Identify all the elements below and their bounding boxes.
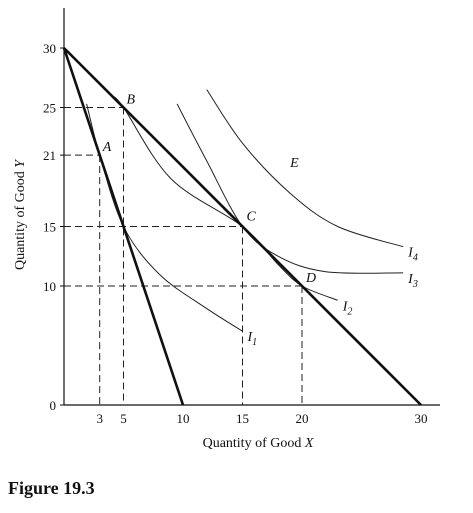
indifference-curves [86,89,404,332]
x-tick-label-3: 3 [96,411,103,426]
point-label-c: C [247,210,257,225]
budget-line-steep [62,47,185,406]
y-tick-label-30: 30 [43,41,56,56]
point-labels: I1 I2 I3 I4 A B C D E [102,93,418,349]
curve-label-i4: I4 [407,246,418,264]
x-tick-label-5: 5 [120,411,127,426]
point-label-d: D [305,271,316,286]
curve-label-sub-i1: 1 [252,337,257,348]
budget-line-flat [63,47,422,406]
point-label-a: A [102,140,112,155]
y-axis-title: Quantity of Good Y [13,158,28,270]
axes [63,8,440,406]
figure-caption: Figure 19.3 [8,478,95,498]
curve-label-sub-i4: 4 [413,253,418,264]
y-tick-label-15: 15 [43,220,56,235]
x-tick-label-20: 20 [296,411,309,426]
curve-label-i2: I2 [342,299,353,317]
y-tick-labels: 0 10 15 21 25 30 [43,41,64,413]
curve-label-i1: I1 [247,330,258,348]
y-tick-label-0: 0 [50,398,57,413]
x-axis-title-prefix: Quantity of Good [203,436,305,451]
x-tick-labels: 3 5 10 15 20 30 [96,411,427,426]
x-axis-title-var: X [304,436,314,451]
x-axis-title: Quantity of Good X [203,436,314,451]
y-tick-label-25: 25 [43,101,56,116]
budget-lines [62,47,422,406]
y-tick-label-10: 10 [43,279,56,294]
x-tick-label-10: 10 [177,411,190,426]
guide-lines [64,107,303,405]
indifference-curve-i3 [176,103,404,274]
y-axis-title-var: Y [13,158,28,168]
y-axis-title-prefix: Quantity of Good [13,168,28,270]
curve-label-sub-i3: 3 [412,279,418,290]
curve-label-sub-i2: 2 [347,306,352,317]
x-tick-label-15: 15 [236,411,249,426]
region-label-e: E [289,156,299,171]
x-tick-label-30: 30 [415,411,428,426]
indifference-curve-i2 [111,95,338,301]
indifference-curve-i4 [206,89,404,248]
indifference-curve-i1 [86,103,243,332]
point-label-b: B [127,93,136,108]
y-tick-label-21: 21 [43,148,56,163]
curve-label-i3: I3 [407,272,418,290]
